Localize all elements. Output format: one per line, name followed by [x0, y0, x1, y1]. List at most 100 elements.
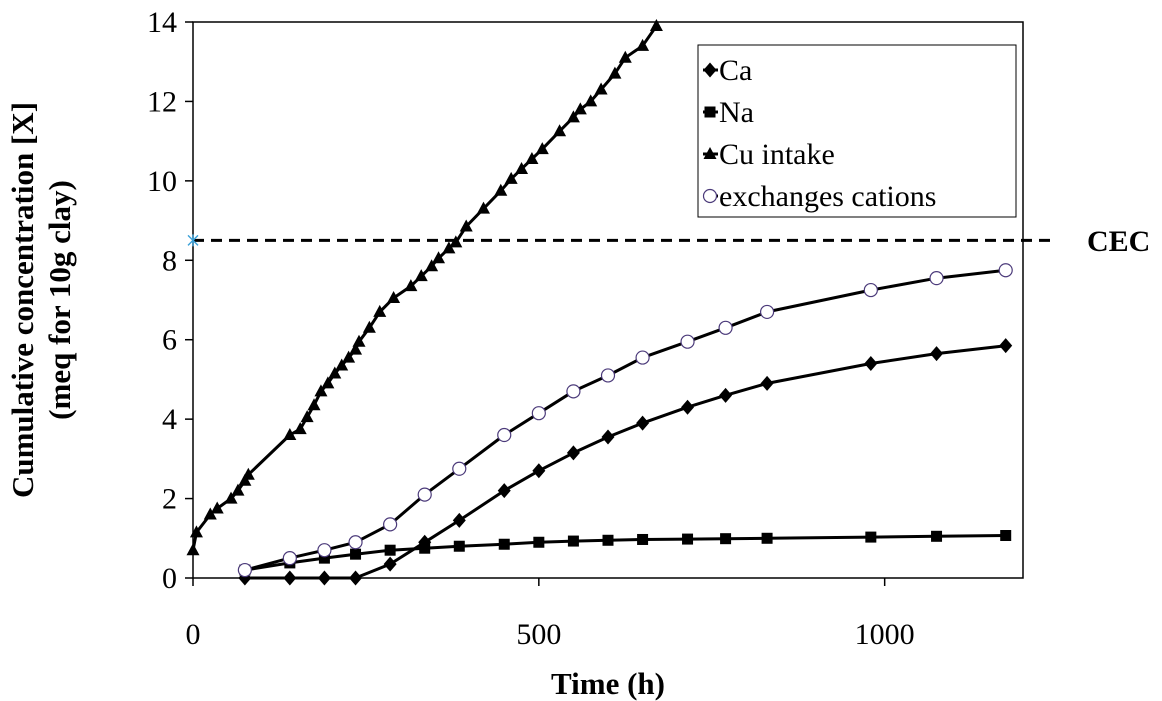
data-point-ca	[601, 429, 615, 445]
reference-line-layer	[187, 234, 1053, 247]
data-point-exchanges-cations	[566, 384, 581, 399]
x-tick-label: 0	[186, 618, 201, 651]
data-point-exchanges-cations	[497, 427, 512, 443]
data-point-cu-intake	[404, 279, 418, 292]
legend: Ca Na Cu intake exchanges cations	[697, 44, 1017, 218]
data-point-exchanges-cations	[680, 334, 695, 349]
legend-item-exchanges-cations: exchanges cations	[702, 180, 936, 213]
data-point-exchanges-cations	[929, 271, 944, 286]
x-tick-label: 1000	[855, 618, 915, 651]
y-tick-label: 8	[162, 244, 177, 277]
data-point-ca	[760, 375, 774, 391]
legend-item-na: Na	[703, 96, 754, 129]
data-point-cu-intake	[649, 18, 663, 31]
data-point-exchanges-cations	[452, 461, 467, 476]
data-point-cu-intake	[553, 124, 567, 137]
data-point-na	[761, 532, 773, 544]
data-point-cu-intake	[566, 110, 580, 123]
y-axis-title-line2: (meq for 10g clay)	[42, 180, 77, 420]
data-point-exchanges-cations	[863, 282, 878, 298]
data-point-ca	[999, 338, 1013, 354]
data-point-exchanges-cations	[718, 320, 733, 335]
series-exchanges-cations	[237, 263, 1013, 578]
data-point-cu-intake	[525, 152, 539, 165]
data-point-exchanges-cations	[317, 543, 332, 558]
data-point-ca	[566, 445, 580, 461]
data-point-exchanges-cations	[759, 304, 775, 320]
data-point-cu-intake	[186, 543, 200, 556]
data-point-ca	[532, 463, 546, 479]
data-point-cu-intake	[314, 384, 328, 397]
legend-item-ca: Ca	[703, 54, 752, 87]
data-point-cu-intake	[342, 350, 356, 363]
cec-label: CEC	[1087, 225, 1150, 258]
data-point-cu-intake	[535, 142, 549, 155]
y-tick-label: 6	[162, 324, 177, 357]
data-point-cu-intake	[293, 422, 307, 435]
series-layer	[186, 18, 1013, 586]
data-point-cu-intake	[618, 50, 632, 63]
data-point-ca	[317, 570, 331, 586]
data-point-ca	[349, 570, 363, 586]
data-point-exchanges-cations	[417, 487, 432, 502]
data-point-na	[384, 544, 396, 556]
data-point-na	[453, 540, 465, 552]
legend-marker-cu-intake	[703, 147, 717, 159]
y-tick-label: 4	[162, 403, 177, 436]
series-ca	[238, 338, 1013, 586]
data-point-cu-intake	[189, 525, 203, 538]
data-point-ca	[864, 356, 878, 372]
data-point-cu-intake	[425, 259, 439, 272]
data-point-cu-intake	[594, 82, 608, 95]
data-point-na	[637, 533, 649, 545]
data-point-cu-intake	[414, 269, 428, 282]
legend-item-cu-intake: Cu intake	[703, 138, 835, 171]
data-point-cu-intake	[515, 161, 529, 174]
data-point-cu-intake	[328, 366, 342, 379]
data-point-exchanges-cations	[635, 350, 650, 365]
data-point-cu-intake	[387, 291, 401, 304]
cec-marker	[187, 234, 199, 247]
data-point-cu-intake	[494, 183, 508, 196]
data-point-na	[498, 538, 510, 550]
data-point-cu-intake	[352, 334, 366, 347]
data-point-na	[720, 533, 732, 545]
data-point-cu-intake	[504, 171, 518, 184]
data-point-na	[1000, 530, 1012, 542]
data-point-cu-intake	[231, 483, 245, 496]
data-point-cu-intake	[573, 102, 587, 115]
data-point-na	[318, 552, 330, 564]
data-point-na	[533, 536, 545, 548]
x-axis-title: Time (h)	[551, 666, 665, 701]
data-point-na	[865, 531, 877, 543]
data-point-ca	[930, 346, 944, 362]
tick-layer: 0 2 4 6 8 10 12 14 0 500 1000	[147, 6, 915, 651]
data-point-ca	[383, 556, 397, 572]
legend-marker-na	[704, 106, 716, 118]
data-point-na	[419, 542, 431, 554]
data-point-na	[602, 534, 614, 546]
y-tick-label: 0	[162, 562, 177, 595]
legend-label: Na	[719, 96, 754, 129]
legend-label: Cu intake	[719, 138, 835, 171]
data-point-cu-intake	[608, 66, 622, 79]
data-point-cu-intake	[442, 241, 456, 254]
data-point-exchanges-cations	[237, 562, 252, 578]
data-point-exchanges-cations	[600, 368, 616, 383]
data-point-cu-intake	[477, 201, 490, 214]
y-tick-label: 14	[147, 6, 177, 39]
data-point-cu-intake	[335, 358, 349, 371]
data-point-ca	[283, 570, 297, 586]
data-point-na	[931, 530, 943, 542]
data-point-cu-intake	[224, 491, 238, 504]
data-point-cu-intake	[283, 428, 297, 441]
y-axis-title-line1: Cumulative concentration [X]	[5, 102, 40, 498]
data-point-cu-intake	[459, 219, 473, 232]
data-point-na	[682, 533, 694, 545]
data-point-cu-intake	[362, 320, 376, 333]
data-point-cu-intake	[307, 398, 321, 411]
data-point-cu-intake	[449, 235, 463, 248]
data-point-cu-intake	[241, 467, 255, 480]
legend-marker-exchanges-cations	[702, 188, 718, 204]
